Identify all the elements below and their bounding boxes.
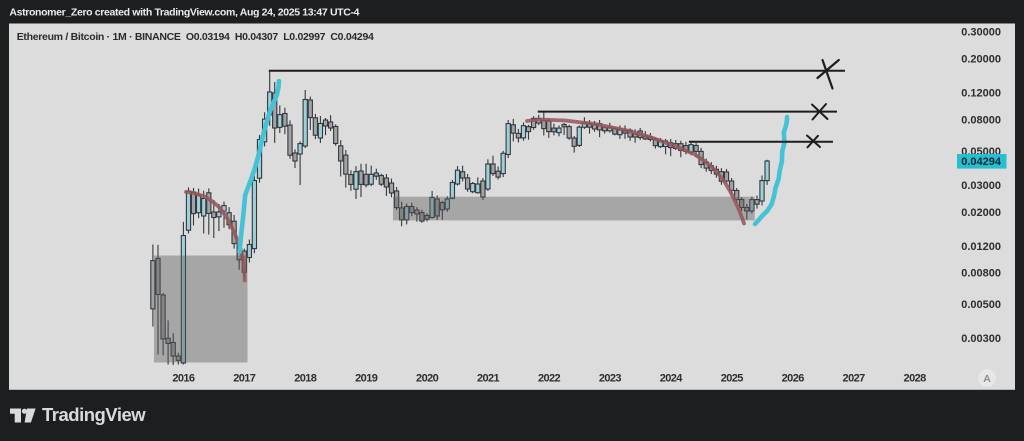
svg-text:0.12000: 0.12000 bbox=[961, 88, 1001, 100]
svg-text:0.03000: 0.03000 bbox=[961, 180, 1001, 192]
svg-text:2028: 2028 bbox=[904, 373, 927, 385]
svg-text:0.00500: 0.00500 bbox=[961, 299, 1001, 311]
svg-text:2025: 2025 bbox=[721, 373, 744, 385]
svg-text:2020: 2020 bbox=[416, 373, 439, 385]
svg-text:2018: 2018 bbox=[294, 373, 317, 385]
svg-text:2016: 2016 bbox=[172, 373, 195, 385]
svg-text:0.04294: 0.04294 bbox=[961, 156, 1002, 168]
svg-text:0.00300: 0.00300 bbox=[961, 333, 1001, 345]
svg-text:2022: 2022 bbox=[538, 373, 561, 385]
svg-text:0.20000: 0.20000 bbox=[961, 54, 1001, 66]
svg-text:0.02000: 0.02000 bbox=[961, 207, 1001, 219]
svg-text:2024: 2024 bbox=[660, 373, 684, 385]
svg-text:2027: 2027 bbox=[843, 373, 866, 385]
svg-text:Ethereum / Bitcoin · 1M · BINA: Ethereum / Bitcoin · 1M · BINANCE O0.031… bbox=[17, 31, 374, 43]
svg-text:0.01200: 0.01200 bbox=[961, 241, 1001, 253]
svg-text:2021: 2021 bbox=[477, 373, 500, 385]
svg-text:Astronomer_Zero created with T: Astronomer_Zero created with TradingView… bbox=[9, 6, 359, 18]
svg-text:2019: 2019 bbox=[355, 373, 378, 385]
svg-text:2026: 2026 bbox=[782, 373, 805, 385]
svg-text:2017: 2017 bbox=[233, 373, 256, 385]
svg-text:TradingView: TradingView bbox=[42, 404, 146, 425]
svg-text:A: A bbox=[983, 373, 991, 385]
svg-text:0.08000: 0.08000 bbox=[961, 115, 1001, 127]
svg-text:0.00800: 0.00800 bbox=[961, 268, 1001, 280]
svg-text:0.30000: 0.30000 bbox=[961, 27, 1001, 39]
svg-text:2023: 2023 bbox=[599, 373, 622, 385]
